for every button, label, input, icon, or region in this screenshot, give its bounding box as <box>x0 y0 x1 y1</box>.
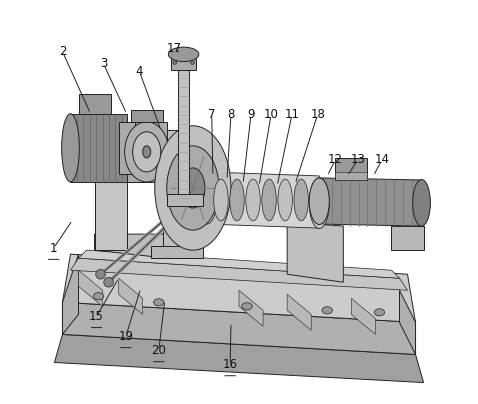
Ellipse shape <box>143 146 151 158</box>
Ellipse shape <box>230 179 244 221</box>
Text: 11: 11 <box>284 108 299 121</box>
Text: 4: 4 <box>136 65 143 78</box>
Ellipse shape <box>197 173 217 224</box>
Ellipse shape <box>168 47 199 61</box>
Ellipse shape <box>190 60 195 64</box>
Polygon shape <box>63 254 78 335</box>
Text: 18: 18 <box>310 108 325 121</box>
Ellipse shape <box>173 60 177 64</box>
Ellipse shape <box>262 179 276 221</box>
Polygon shape <box>119 278 143 314</box>
Polygon shape <box>95 234 167 258</box>
Polygon shape <box>163 130 191 258</box>
Polygon shape <box>127 122 167 182</box>
Polygon shape <box>70 258 408 290</box>
Polygon shape <box>78 270 103 306</box>
Polygon shape <box>95 182 127 250</box>
Ellipse shape <box>309 178 329 225</box>
Polygon shape <box>391 226 424 250</box>
Ellipse shape <box>374 309 385 316</box>
Polygon shape <box>191 188 351 212</box>
Ellipse shape <box>62 114 79 182</box>
Ellipse shape <box>96 269 105 279</box>
Polygon shape <box>319 178 420 226</box>
Polygon shape <box>178 69 189 202</box>
Ellipse shape <box>181 168 205 208</box>
Polygon shape <box>351 298 375 335</box>
Ellipse shape <box>294 179 308 221</box>
Polygon shape <box>70 114 127 182</box>
Text: 20: 20 <box>152 344 166 357</box>
Ellipse shape <box>167 146 219 230</box>
Ellipse shape <box>133 132 161 172</box>
Ellipse shape <box>278 179 293 221</box>
Ellipse shape <box>93 292 104 300</box>
Text: 17: 17 <box>166 42 182 55</box>
Ellipse shape <box>246 179 260 221</box>
Text: 15: 15 <box>89 310 104 323</box>
Ellipse shape <box>104 278 113 287</box>
Ellipse shape <box>413 179 430 226</box>
Text: 14: 14 <box>374 154 390 166</box>
Polygon shape <box>54 335 424 383</box>
Polygon shape <box>63 302 415 354</box>
Polygon shape <box>207 172 319 228</box>
Ellipse shape <box>153 299 164 306</box>
Polygon shape <box>78 250 400 278</box>
Text: 8: 8 <box>227 108 235 121</box>
Polygon shape <box>400 290 415 354</box>
Text: 12: 12 <box>328 154 343 166</box>
Text: 13: 13 <box>350 154 365 166</box>
Ellipse shape <box>322 307 333 314</box>
Polygon shape <box>287 294 311 330</box>
Text: 7: 7 <box>208 108 216 121</box>
Polygon shape <box>335 158 368 180</box>
Polygon shape <box>119 122 135 174</box>
Polygon shape <box>287 222 343 282</box>
Text: 16: 16 <box>223 358 238 371</box>
Ellipse shape <box>242 303 252 310</box>
Polygon shape <box>171 56 196 69</box>
Polygon shape <box>78 94 110 114</box>
Ellipse shape <box>309 178 329 229</box>
Polygon shape <box>151 246 203 258</box>
Polygon shape <box>167 194 203 206</box>
Polygon shape <box>130 110 163 122</box>
Ellipse shape <box>155 126 231 250</box>
Text: 1: 1 <box>50 242 57 255</box>
Ellipse shape <box>125 122 169 182</box>
Ellipse shape <box>214 179 228 221</box>
Polygon shape <box>239 290 263 326</box>
Text: 3: 3 <box>100 57 107 70</box>
Polygon shape <box>335 172 368 180</box>
Text: 19: 19 <box>119 330 133 343</box>
Text: 2: 2 <box>59 45 66 58</box>
Text: 9: 9 <box>247 108 255 121</box>
Polygon shape <box>63 254 415 322</box>
Text: 10: 10 <box>264 108 279 121</box>
